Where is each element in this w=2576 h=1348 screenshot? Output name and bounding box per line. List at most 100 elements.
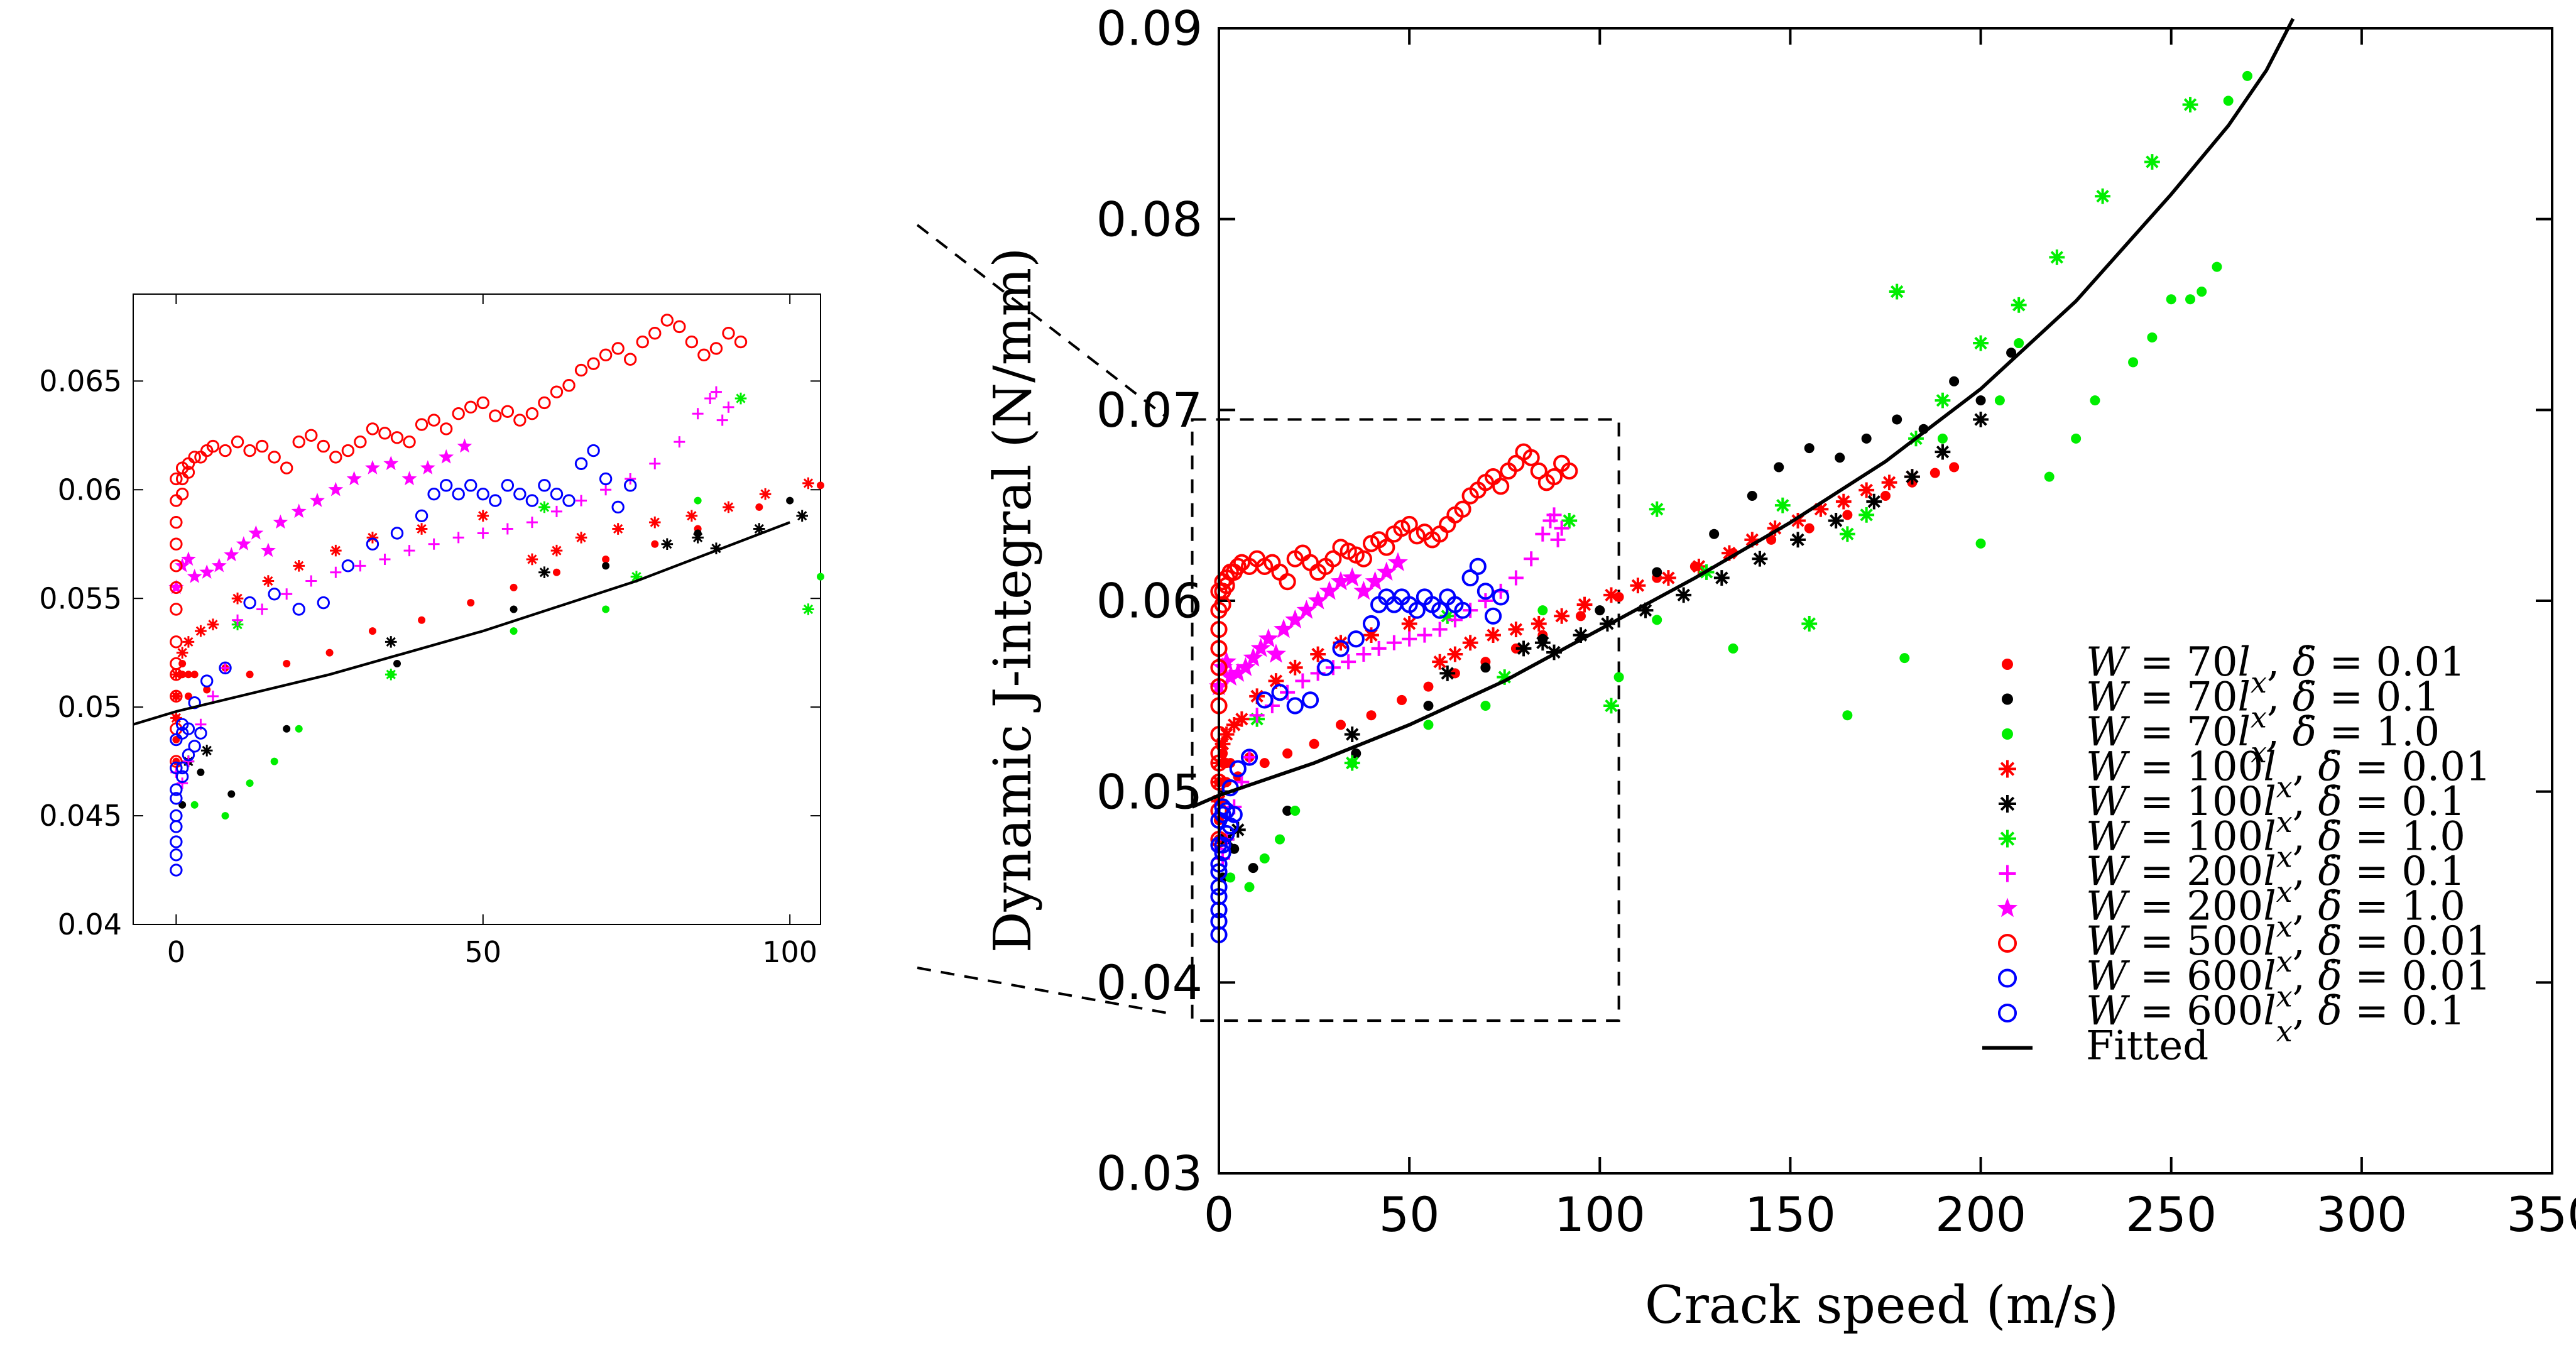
data-point	[1275, 834, 1285, 845]
data-point	[1365, 571, 1385, 591]
y-tick-label: 0.07	[1096, 382, 1203, 438]
data-point	[293, 560, 305, 572]
data-point	[1461, 569, 1479, 587]
data-point	[1861, 433, 1872, 444]
y-axis-label: Dynamic J-integral (N/mm)	[983, 248, 1043, 953]
data-point	[1333, 635, 1349, 651]
data-point	[1268, 673, 1284, 689]
data-point	[1274, 618, 1294, 638]
data-point	[1447, 612, 1463, 628]
data-point	[1550, 532, 1566, 547]
data-point	[636, 335, 649, 349]
data-point	[562, 494, 576, 507]
data-point	[219, 662, 231, 674]
data-point	[385, 636, 397, 648]
data-point	[1290, 806, 1301, 816]
data-point	[1235, 657, 1256, 676]
data-point	[1296, 600, 1317, 619]
data-point	[1480, 701, 1491, 711]
data-point	[1713, 570, 1730, 586]
data-point	[283, 725, 291, 733]
data-point	[2185, 294, 2196, 305]
data-point	[1282, 748, 1293, 759]
data-point	[1225, 872, 1236, 883]
data-point	[385, 668, 397, 681]
data-point	[1423, 701, 1434, 711]
data-point	[170, 635, 183, 649]
data-point	[1256, 691, 1274, 709]
data-point	[525, 407, 539, 420]
data-point	[1353, 581, 1374, 600]
data-point	[1554, 520, 1569, 536]
data-point	[195, 625, 207, 637]
data-point	[1790, 513, 1806, 529]
data-point	[723, 401, 734, 413]
data-point	[256, 603, 268, 615]
data-point	[1949, 462, 1960, 473]
data-point	[734, 392, 747, 405]
data-point	[1282, 806, 1293, 816]
series-w-70l-x-1-0	[1225, 70, 2252, 892]
data-point	[452, 532, 464, 544]
data-point	[295, 725, 303, 733]
data-point	[1935, 392, 1951, 408]
data-point	[1400, 515, 1418, 534]
data-point	[1676, 587, 1692, 603]
data-point	[464, 400, 478, 414]
data-point	[1287, 659, 1303, 676]
main-plot: 0 50 100 150 200 250 300 350 0.03 0.04 0.05 0.06 0.0…	[983, 1, 2576, 1335]
legend-label: W = 100lx, δ̇ = 0.1	[2086, 779, 2465, 839]
data-point	[660, 314, 674, 327]
data-point	[1431, 601, 1449, 619]
series-w-70l-x-1-0	[190, 496, 824, 820]
data-point	[170, 537, 183, 551]
data-point	[1476, 583, 1494, 600]
data-point	[612, 523, 624, 535]
data-point	[1866, 493, 1882, 510]
legend-item: W = 100lx, δ̇ = 0.1	[1999, 779, 2465, 839]
data-point	[439, 449, 454, 464]
inset-plot: 0 50 100 0.04 0.045 0.05 0.055 0.06 0.065	[39, 293, 824, 969]
data-point	[383, 456, 399, 470]
data-point	[403, 435, 416, 449]
data-point	[305, 575, 317, 587]
data-point	[1286, 697, 1304, 715]
data-point	[1229, 557, 1247, 575]
series-w-500l-x-0-01	[170, 314, 748, 768]
legend-item: W = 600lx, δ̇ = 0.1	[1997, 988, 2465, 1048]
data-point	[1216, 651, 1237, 671]
data-point	[1243, 647, 1263, 667]
data-point	[390, 431, 404, 444]
legend-label: W = 100lx, δ̇ = 0.01	[2086, 744, 2491, 804]
data-point	[427, 414, 440, 427]
legend-item: W = 70lx, δ̇ = 1.0	[2002, 709, 2440, 769]
data-point	[501, 479, 515, 492]
data-point	[723, 501, 734, 513]
data-point	[393, 659, 401, 667]
y-tick-label: 0.03	[1096, 1146, 1203, 1202]
data-point	[1310, 646, 1326, 662]
data-point	[1388, 552, 1408, 571]
data-point	[1371, 640, 1387, 656]
data-point	[630, 571, 643, 583]
data-point	[697, 348, 711, 362]
data-point	[170, 835, 183, 848]
data-point	[602, 605, 610, 613]
zoom-connectors	[916, 224, 1169, 1014]
data-point	[187, 569, 202, 583]
data-point	[255, 439, 269, 453]
data-point	[1417, 627, 1433, 643]
data-point	[538, 501, 550, 513]
data-point	[175, 770, 189, 784]
data-point	[170, 792, 183, 805]
data-point	[1744, 532, 1760, 548]
data-point	[2095, 188, 2110, 204]
data-point	[1790, 532, 1806, 548]
data-point	[401, 471, 417, 486]
data-point	[268, 451, 281, 464]
data-point	[1462, 635, 1478, 651]
data-point	[1480, 662, 1491, 673]
data-point	[354, 560, 366, 572]
data-point	[170, 783, 183, 796]
data-point	[243, 444, 256, 458]
